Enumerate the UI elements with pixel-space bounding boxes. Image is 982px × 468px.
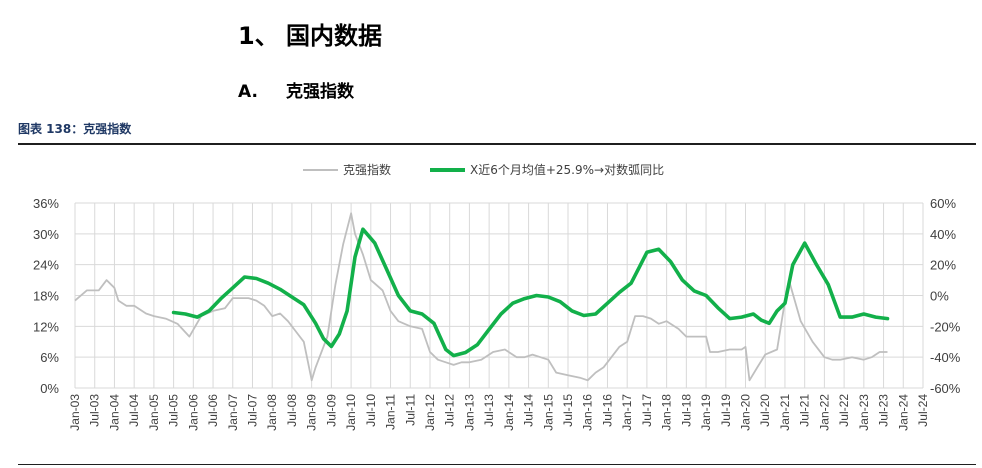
x-tick-label: Jul-11 bbox=[403, 394, 417, 426]
y-right-tick: -40% bbox=[930, 350, 961, 365]
section-title: 国内数据 bbox=[286, 22, 382, 50]
subsection-number: A. bbox=[238, 82, 258, 102]
x-tick-label: Jan-16 bbox=[581, 394, 595, 431]
x-tick-label: Jan-23 bbox=[857, 394, 871, 431]
subsection-title: 克强指数 bbox=[286, 82, 354, 102]
caption-rule bbox=[18, 143, 976, 145]
x-tick-label: Jul-04 bbox=[127, 394, 141, 427]
y-left-tick: 0% bbox=[40, 381, 59, 396]
y-left-tick: 6% bbox=[40, 350, 59, 365]
x-tick-label: Jul-23 bbox=[877, 394, 891, 427]
section-number: 1、 bbox=[238, 22, 279, 50]
x-tick-label: Jan-04 bbox=[107, 394, 121, 431]
series-line-log-yoy bbox=[171, 227, 890, 358]
x-tick-label: Jan-20 bbox=[739, 394, 753, 431]
x-tick-label: Jan-14 bbox=[502, 394, 516, 431]
x-tick-label: Jan-24 bbox=[896, 394, 910, 431]
bottom-rule bbox=[18, 464, 976, 465]
x-tick-label: Jul-07 bbox=[245, 394, 259, 427]
figure-caption: 图表 138：克强指数 bbox=[18, 122, 132, 136]
x-tick-label: Jul-18 bbox=[679, 394, 693, 427]
x-axis-ticks: Jan-03 Jul-03 Jan-04 Jul-04 Jan-05 Jul-05 Jan-… bbox=[68, 394, 930, 431]
subsection-heading: A. 克强指数 bbox=[238, 77, 354, 102]
legend: 克强指数 X近6个月均值+25.9%→对数弧同比 bbox=[303, 162, 664, 177]
x-tick-label: Jan-05 bbox=[147, 394, 161, 431]
x-tick-label: Jul-16 bbox=[600, 394, 614, 427]
x-tick-label: Jul-09 bbox=[324, 394, 338, 427]
y-right-tick: 0% bbox=[930, 289, 949, 304]
x-tick-label: Jan-08 bbox=[265, 394, 279, 431]
legend-label-gray: 克强指数 bbox=[343, 162, 391, 177]
x-tick-label: Jan-03 bbox=[68, 394, 82, 431]
x-tick-label: Jan-09 bbox=[305, 394, 319, 431]
x-tick-label: Jan-21 bbox=[778, 394, 792, 431]
x-tick-label: Jul-21 bbox=[798, 394, 812, 427]
x-tick-label: Jul-24 bbox=[916, 394, 930, 427]
x-tick-label: Jul-22 bbox=[837, 394, 851, 427]
x-tick-label: Jan-19 bbox=[699, 394, 713, 431]
y-left-tick: 24% bbox=[33, 258, 59, 273]
left-axis-ticks: 0% 6% 12% 18% 24% 30% 36% bbox=[33, 196, 59, 396]
section-heading: 1、 国内数据 bbox=[238, 16, 382, 51]
x-tick-label: Jan-17 bbox=[620, 394, 634, 431]
gridlines bbox=[74, 202, 924, 389]
y-left-tick: 30% bbox=[33, 227, 59, 242]
x-tick-label: Jul-03 bbox=[88, 394, 102, 427]
x-tick-label: Jul-10 bbox=[364, 394, 378, 427]
x-tick-label: Jan-12 bbox=[423, 394, 437, 431]
series-lines bbox=[74, 212, 890, 382]
right-axis-ticks: -60% -40% -20% 0% 20% 40% 60% bbox=[930, 196, 961, 396]
x-tick-label: Jul-08 bbox=[285, 394, 299, 427]
x-tick-label: Jul-20 bbox=[758, 394, 772, 427]
x-tick-label: Jan-15 bbox=[541, 394, 555, 431]
x-tick-label: Jul-17 bbox=[640, 394, 654, 427]
y-left-tick: 36% bbox=[33, 196, 59, 211]
x-tick-label: Jul-05 bbox=[167, 394, 181, 427]
y-left-tick: 12% bbox=[33, 319, 59, 334]
x-tick-label: Jan-18 bbox=[660, 394, 674, 431]
series-line-keqiang-index bbox=[74, 212, 888, 382]
x-tick-label: Jul-12 bbox=[443, 394, 457, 427]
y-right-tick: 40% bbox=[930, 227, 956, 242]
x-tick-label: Jul-14 bbox=[522, 394, 536, 427]
y-right-tick: -60% bbox=[930, 381, 961, 396]
x-tick-label: Jan-11 bbox=[384, 394, 398, 430]
y-right-tick: 60% bbox=[930, 196, 956, 211]
x-tick-label: Jul-13 bbox=[482, 394, 496, 427]
chart: 0% 6% 12% 18% 24% 30% 36% -60% -40% -20% 0% 20% 40%… bbox=[33, 162, 961, 431]
x-tick-label: Jan-06 bbox=[186, 394, 200, 431]
x-tick-label: Jan-10 bbox=[344, 394, 358, 431]
x-tick-label: Jan-13 bbox=[462, 394, 476, 431]
x-tick-label: Jul-19 bbox=[719, 394, 733, 427]
y-right-tick: -20% bbox=[930, 319, 961, 334]
legend-label-green: X近6个月均值+25.9%→对数弧同比 bbox=[470, 162, 664, 177]
x-tick-label: Jan-22 bbox=[817, 394, 831, 431]
x-tick-label: Jul-06 bbox=[206, 394, 220, 427]
x-tick-label: Jan-07 bbox=[226, 394, 240, 431]
x-tick-label: Jul-15 bbox=[561, 394, 575, 427]
y-right-tick: 20% bbox=[930, 258, 956, 273]
y-left-tick: 18% bbox=[33, 289, 59, 304]
